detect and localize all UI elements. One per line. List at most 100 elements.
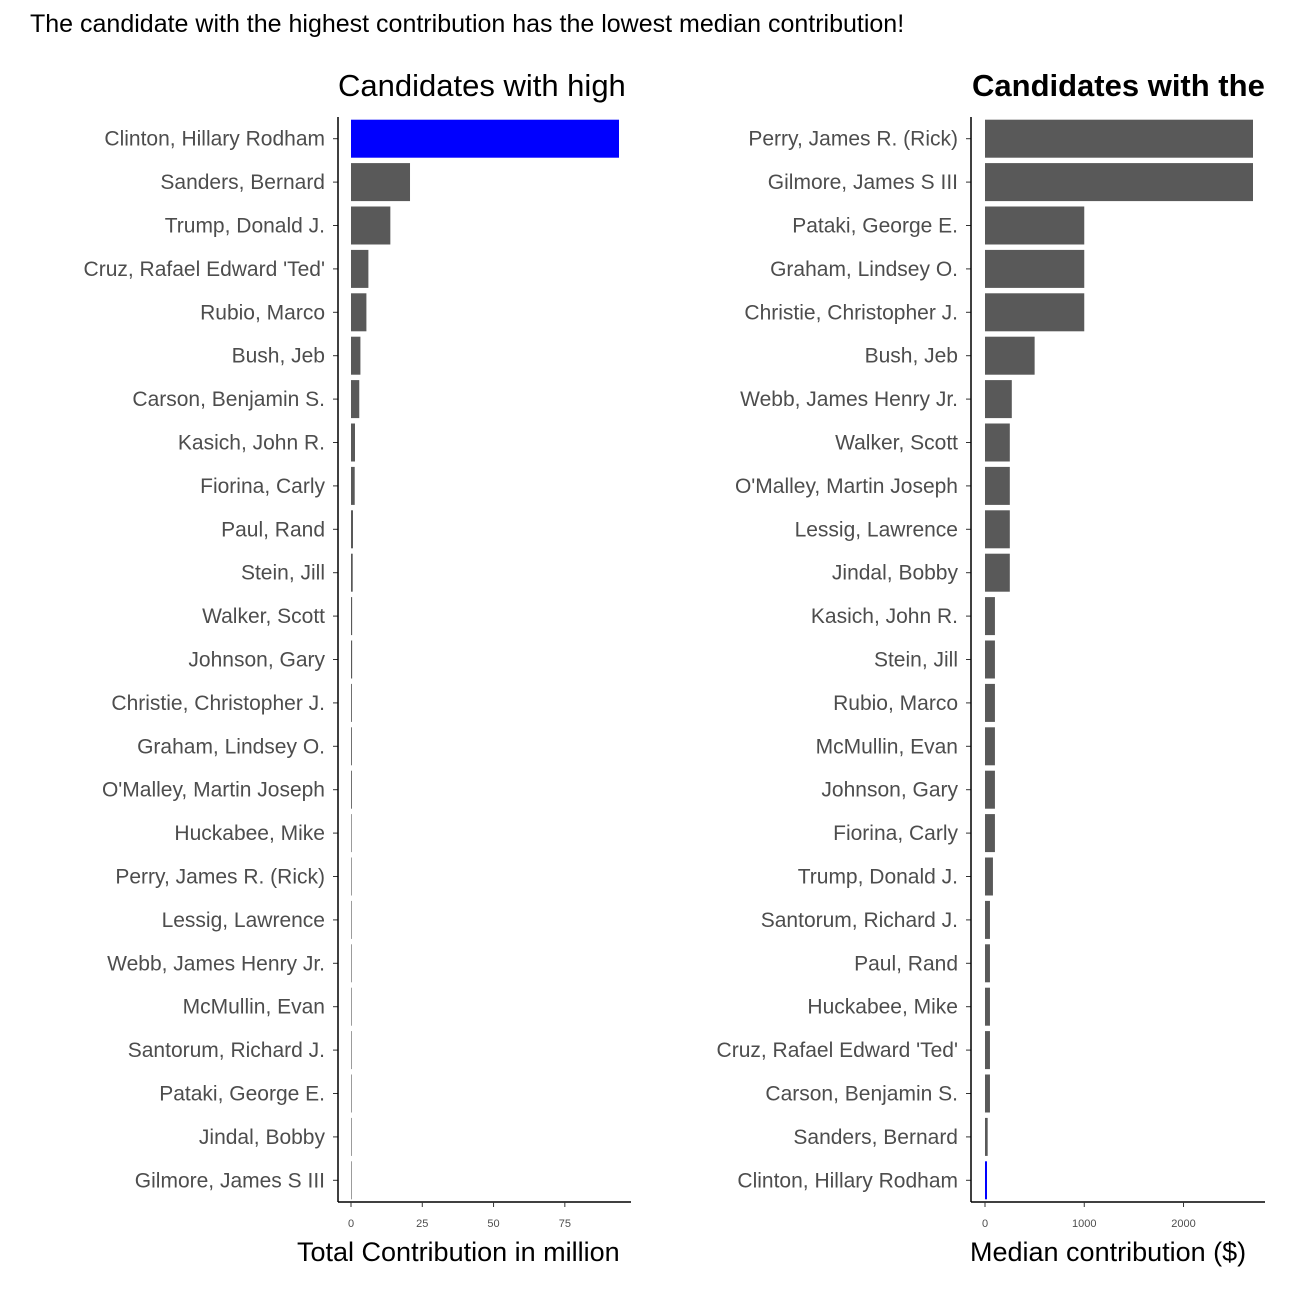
right-category-label: Paul, Rand (854, 952, 958, 975)
right-bar (985, 1074, 990, 1113)
left-category-label: Santorum, Richard J. (128, 1039, 325, 1062)
left-category-label: Johnson, Gary (188, 649, 325, 672)
left-bar (351, 770, 352, 809)
left-category-label: Carson, Benjamin S. (132, 388, 325, 411)
left-category-label: Huckabee, Mike (174, 822, 325, 845)
right-bar (985, 944, 990, 983)
left-category-label: Pataki, George E. (159, 1083, 325, 1106)
left-x-tick-label: 50 (487, 1218, 499, 1230)
right-bar (985, 293, 1085, 332)
right-category-label: Gilmore, James S III (768, 171, 958, 194)
right-x-axis-title: Median contribution ($) (970, 1237, 1246, 1267)
right-bar (985, 857, 993, 896)
left-category-label: Cruz, Rafael Edward 'Ted' (84, 258, 325, 281)
left-bar (351, 727, 352, 766)
right-bar (985, 1117, 988, 1156)
right-category-label: Kasich, John R. (811, 605, 958, 628)
right-bar (985, 597, 995, 636)
right-bar (985, 1161, 987, 1200)
left-x-tick-label: 0 (348, 1218, 354, 1230)
left-x-tick-label: 25 (416, 1218, 428, 1230)
right-bar (985, 423, 1010, 462)
left-bar (351, 336, 361, 375)
left-bar (351, 249, 369, 288)
right-category-label: Clinton, Hillary Rodham (737, 1169, 958, 1192)
left-x-axis-title: Total Contribution in million (297, 1237, 620, 1267)
right-bar (985, 683, 995, 722)
left-category-label: Stein, Jill (241, 562, 325, 585)
left-category-label: Walker, Scott (202, 605, 325, 628)
left-panel: Candidates with high Clinton, Hillary Rod… (84, 68, 631, 1267)
right-bar (985, 727, 995, 766)
right-panel-title: Candidates with the (972, 68, 1265, 103)
left-category-label: Trump, Donald J. (165, 215, 325, 238)
right-bar (985, 249, 1085, 288)
left-bar (351, 900, 352, 939)
right-bar (985, 163, 1253, 202)
left-category-label: Lessig, Lawrence (162, 909, 325, 932)
left-bar (351, 814, 352, 853)
left-bar (351, 597, 353, 636)
right-category-label: Carson, Benjamin S. (765, 1083, 958, 1106)
right-bar (985, 380, 1012, 419)
left-category-label: Graham, Lindsey O. (137, 735, 325, 758)
right-category-label: Fiorina, Carly (833, 822, 958, 845)
left-category-label: Fiorina, Carly (200, 475, 325, 498)
right-category-label: Rubio, Marco (833, 692, 958, 715)
right-category-label: Webb, James Henry Jr. (740, 388, 958, 411)
right-category-label: Graham, Lindsey O. (770, 258, 958, 281)
left-category-label: Paul, Rand (221, 518, 325, 541)
right-category-label: Pataki, George E. (792, 215, 958, 238)
right-category-label: O'Malley, Martin Joseph (735, 475, 958, 498)
right-bar (985, 987, 990, 1026)
left-x-tick-label: 75 (559, 1218, 571, 1230)
left-category-label: Clinton, Hillary Rodham (104, 128, 325, 151)
left-category-label: Christie, Christopher J. (111, 692, 325, 715)
right-category-label: Christie, Christopher J. (744, 301, 958, 324)
right-bar (985, 510, 1010, 549)
left-category-label: Gilmore, James S III (135, 1169, 325, 1192)
left-category-label: Sanders, Bernard (160, 171, 325, 194)
left-bar (351, 1031, 352, 1070)
right-panel: Candidates with the Perry, James R. (Rick… (717, 68, 1265, 1267)
left-category-label: O'Malley, Martin Joseph (102, 779, 325, 802)
right-x-tick-label: 2000 (1171, 1218, 1195, 1230)
right-bar (985, 119, 1253, 158)
left-category-label: Jindal, Bobby (199, 1126, 326, 1149)
left-bar (351, 1161, 352, 1200)
left-category-label: Rubio, Marco (200, 301, 325, 324)
left-category-label: McMullin, Evan (183, 996, 325, 1019)
left-bar (351, 510, 353, 549)
left-bar (351, 119, 619, 158)
left-bar (351, 163, 411, 202)
left-bar (351, 683, 352, 722)
right-category-label: Bush, Jeb (865, 345, 958, 368)
left-bar (351, 987, 352, 1026)
right-bar (985, 206, 1085, 245)
left-bar (351, 553, 353, 592)
right-x-tick-label: 1000 (1072, 1218, 1096, 1230)
left-category-label: Kasich, John R. (178, 432, 325, 455)
right-x-tick-label: 0 (982, 1218, 988, 1230)
right-category-label: Stein, Jill (874, 649, 958, 672)
left-category-label: Bush, Jeb (232, 345, 325, 368)
left-bar (351, 380, 360, 419)
right-bar (985, 640, 995, 679)
right-bar (985, 336, 1035, 375)
page-title: The candidate with the highest contribut… (30, 10, 905, 38)
right-bar (985, 900, 990, 939)
right-category-label: Jindal, Bobby (832, 562, 959, 585)
right-category-label: Perry, James R. (Rick) (748, 128, 958, 151)
right-bar (985, 770, 995, 809)
left-bar (351, 423, 355, 462)
left-bar (351, 857, 352, 896)
left-category-label: Webb, James Henry Jr. (107, 952, 325, 975)
right-category-label: Santorum, Richard J. (761, 909, 958, 932)
left-bar (351, 1074, 352, 1113)
left-bar (351, 640, 353, 679)
left-bar (351, 1117, 352, 1156)
right-category-label: Walker, Scott (835, 432, 958, 455)
right-bar (985, 466, 1010, 505)
left-bar (351, 293, 367, 332)
